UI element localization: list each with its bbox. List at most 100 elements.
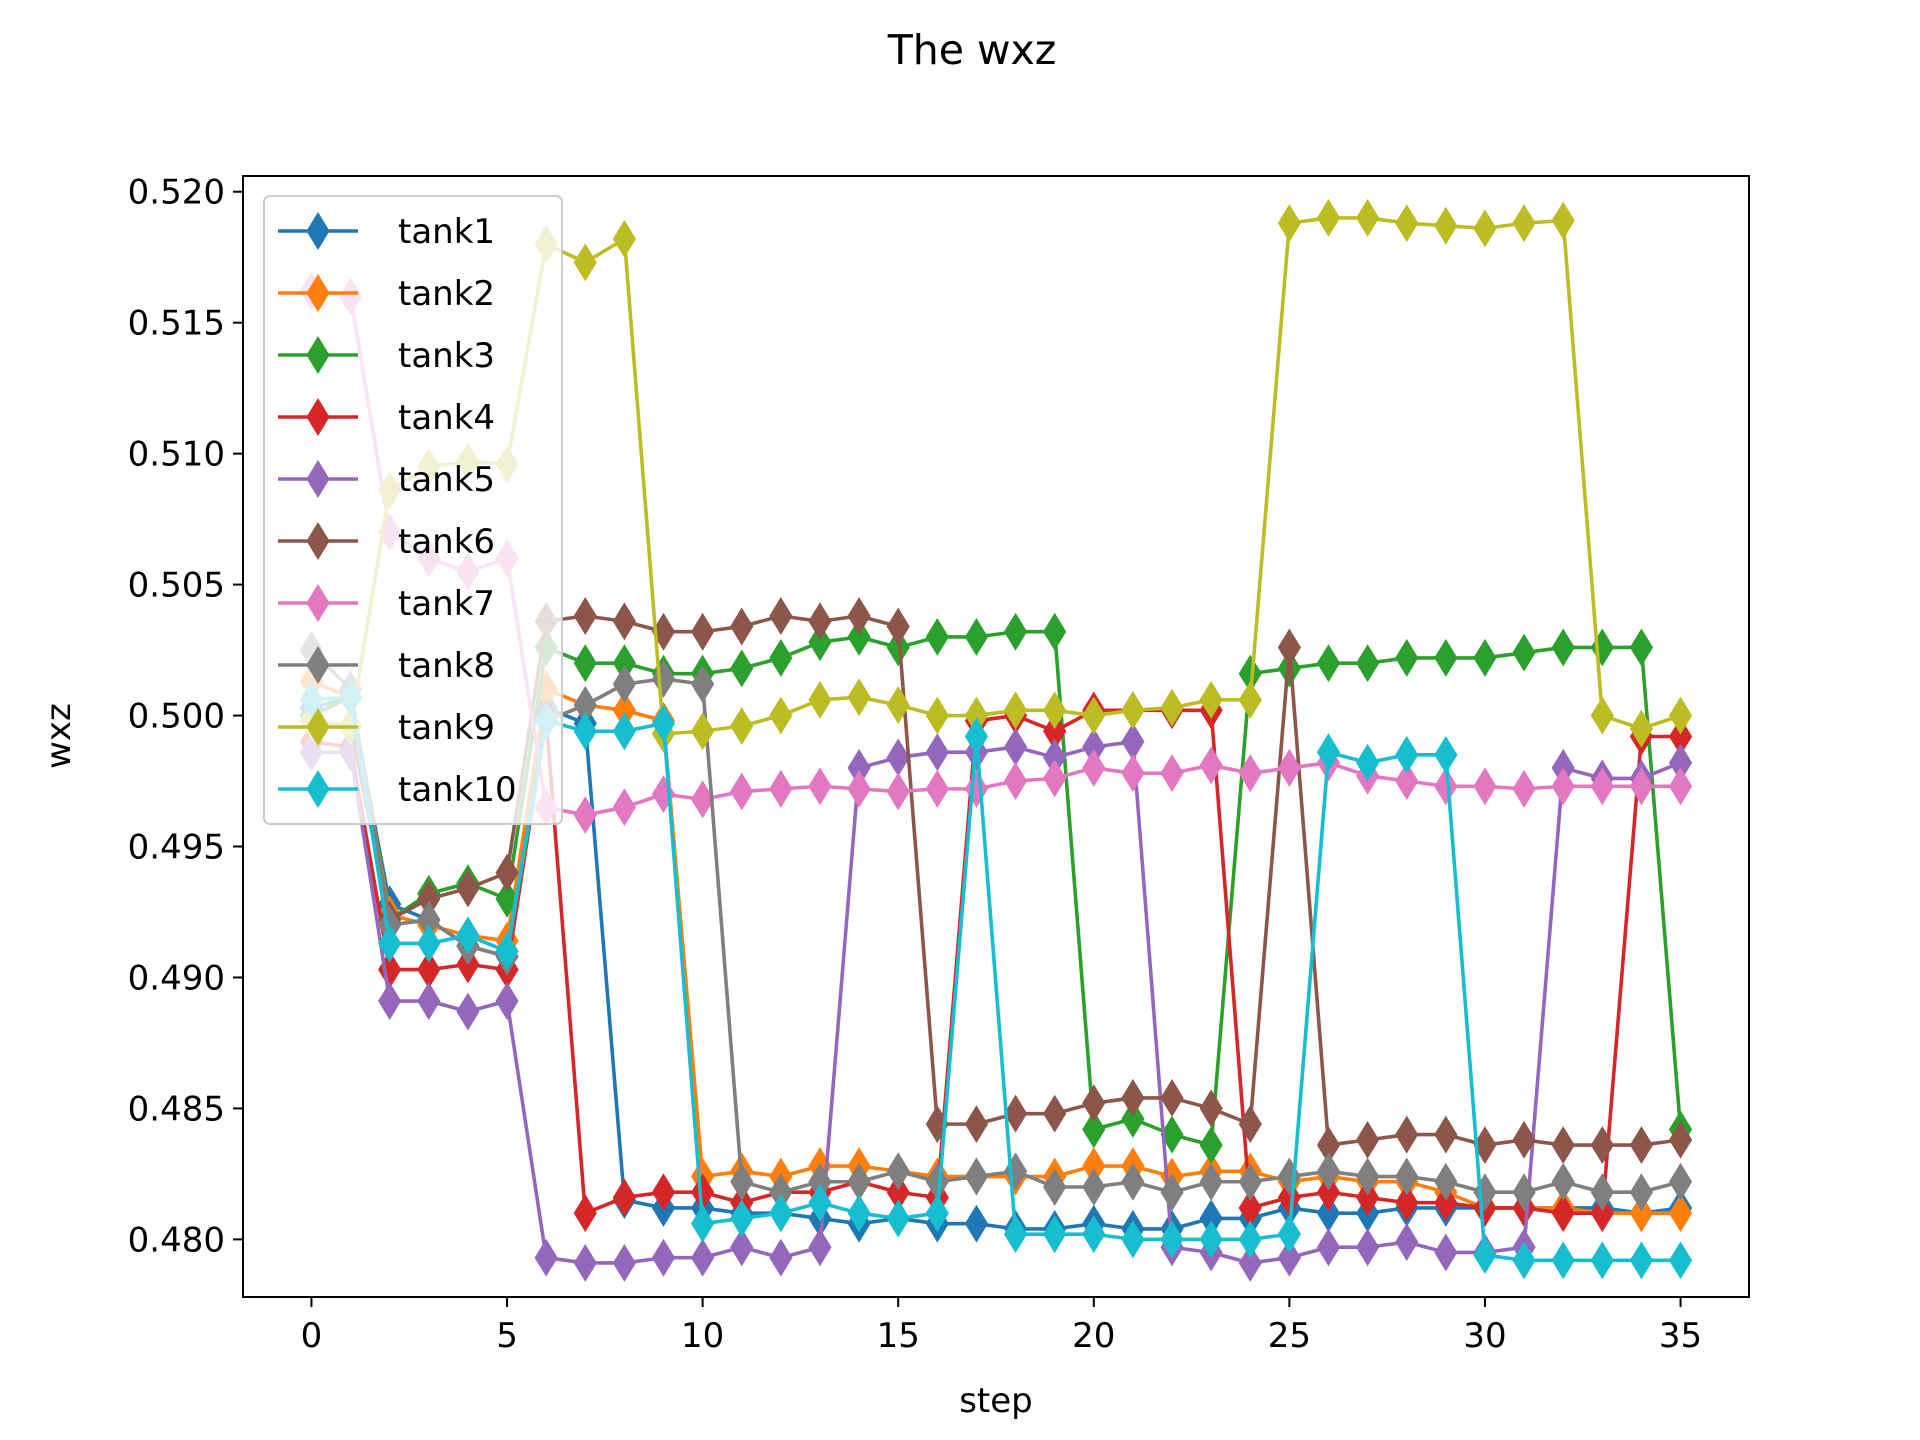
tank8-point bbox=[1668, 1162, 1693, 1201]
tank5-point bbox=[691, 1238, 715, 1277]
tank3-point bbox=[1160, 1115, 1184, 1154]
tank7-point bbox=[1043, 759, 1067, 798]
tank7-point bbox=[886, 772, 910, 811]
tank5-point bbox=[456, 992, 480, 1031]
tank6-point bbox=[1238, 1105, 1262, 1144]
y-tick-label: 0.490 bbox=[128, 958, 225, 998]
tank7-point bbox=[730, 772, 754, 811]
tank10-point bbox=[1277, 1215, 1301, 1254]
tank5-point bbox=[1238, 1243, 1262, 1282]
x-tick-label: 35 bbox=[1659, 1316, 1702, 1356]
tank9-point bbox=[769, 696, 793, 735]
tank9-point bbox=[1590, 696, 1614, 735]
tank10-point bbox=[1356, 743, 1380, 782]
legend-swatch-marker bbox=[306, 770, 330, 808]
tank8-point bbox=[1121, 1162, 1145, 1201]
tank10-point bbox=[651, 704, 676, 743]
tank10-point bbox=[730, 1199, 754, 1238]
tank10-point bbox=[573, 712, 597, 751]
tank3-point bbox=[1473, 638, 1497, 677]
tank6-point bbox=[1629, 1126, 1654, 1165]
legend-swatch-marker bbox=[306, 522, 330, 560]
tank9-point bbox=[1199, 680, 1223, 719]
tank8-point bbox=[1395, 1157, 1419, 1196]
legend-entry-tank3: tank3 bbox=[278, 336, 495, 376]
tank7-point bbox=[1160, 754, 1184, 793]
x-tick-label: 20 bbox=[1072, 1316, 1115, 1356]
tank10-point bbox=[1512, 1241, 1536, 1280]
legend-swatch-marker bbox=[306, 708, 330, 746]
tank8-point bbox=[886, 1152, 910, 1191]
tank6-point bbox=[1082, 1084, 1106, 1123]
legend-label: tank3 bbox=[398, 336, 495, 376]
y-axis-title: wxz bbox=[39, 703, 79, 769]
tank9-point bbox=[691, 712, 715, 751]
tank10-point bbox=[1160, 1220, 1184, 1259]
tank9-point bbox=[1512, 204, 1536, 243]
y-tick-label: 0.515 bbox=[128, 304, 225, 344]
tank6-point bbox=[1003, 1094, 1028, 1133]
tank3-point bbox=[1629, 628, 1654, 667]
tank6-point bbox=[730, 607, 754, 646]
tank9-point bbox=[847, 678, 871, 717]
tank3-point bbox=[1121, 1099, 1145, 1138]
tank8-point bbox=[1277, 1157, 1301, 1196]
tank6-point bbox=[691, 612, 715, 651]
tank8-point bbox=[1434, 1162, 1458, 1201]
tank6-point bbox=[1277, 628, 1301, 667]
legend-entry-tank8: tank8 bbox=[278, 646, 495, 686]
legend-entry-tank7: tank7 bbox=[278, 584, 495, 624]
tank9-point bbox=[730, 707, 754, 745]
tank7-point bbox=[1199, 746, 1223, 785]
tank8-point bbox=[964, 1157, 989, 1196]
tank4-point bbox=[1356, 1178, 1380, 1217]
tank3-point bbox=[847, 618, 871, 656]
tank6-point bbox=[769, 597, 793, 635]
tank3-point bbox=[769, 638, 793, 677]
tank6-point bbox=[964, 1105, 989, 1144]
legend-swatch-marker bbox=[306, 584, 330, 622]
tank6-point bbox=[847, 597, 871, 635]
tank7-point bbox=[1668, 767, 1693, 806]
tank10-point bbox=[691, 1204, 715, 1243]
tank5-point bbox=[1434, 1233, 1458, 1272]
tank8-point bbox=[1160, 1173, 1184, 1212]
legend-entry-tank2: tank2 bbox=[278, 274, 495, 314]
tank5-point bbox=[769, 1238, 793, 1277]
tank7-point bbox=[1473, 767, 1497, 806]
tank8-point bbox=[1043, 1168, 1067, 1206]
tank10-point bbox=[1121, 1220, 1145, 1259]
tank10-point bbox=[1199, 1220, 1223, 1259]
tank8-point bbox=[1316, 1152, 1341, 1191]
tank10-point bbox=[456, 916, 480, 955]
tank5-point bbox=[417, 982, 441, 1020]
tank6-point bbox=[1395, 1115, 1419, 1154]
tank10-point bbox=[1668, 1241, 1693, 1280]
tank4-point bbox=[612, 1178, 636, 1217]
tank6-point bbox=[495, 853, 519, 892]
tank7-point bbox=[1512, 769, 1536, 808]
tank10-point bbox=[1003, 1215, 1028, 1254]
tank10-point bbox=[1473, 1236, 1497, 1275]
tank9-point bbox=[1473, 209, 1497, 248]
tank3-point bbox=[1551, 628, 1575, 667]
tank3-point bbox=[573, 644, 597, 683]
tank8-point bbox=[1238, 1162, 1262, 1201]
tank6-point bbox=[1590, 1126, 1614, 1165]
tank5-point bbox=[1395, 1223, 1419, 1261]
tank3-point bbox=[1434, 638, 1458, 677]
legend-entry-tank1: tank1 bbox=[278, 212, 495, 252]
x-tick-label: 15 bbox=[877, 1316, 920, 1356]
legend-label: tank1 bbox=[398, 212, 495, 252]
y-tick-label: 0.480 bbox=[128, 1220, 225, 1260]
legend-label: tank8 bbox=[398, 646, 495, 686]
tank6-point bbox=[1043, 1094, 1067, 1133]
tank9-point bbox=[1629, 709, 1654, 748]
tank7-point bbox=[1629, 767, 1654, 806]
tank7-point bbox=[1238, 754, 1262, 793]
legend-label: tank7 bbox=[398, 584, 495, 624]
tank6-point bbox=[1121, 1078, 1145, 1117]
tank6-point bbox=[573, 597, 597, 635]
tank8-point bbox=[612, 665, 636, 704]
